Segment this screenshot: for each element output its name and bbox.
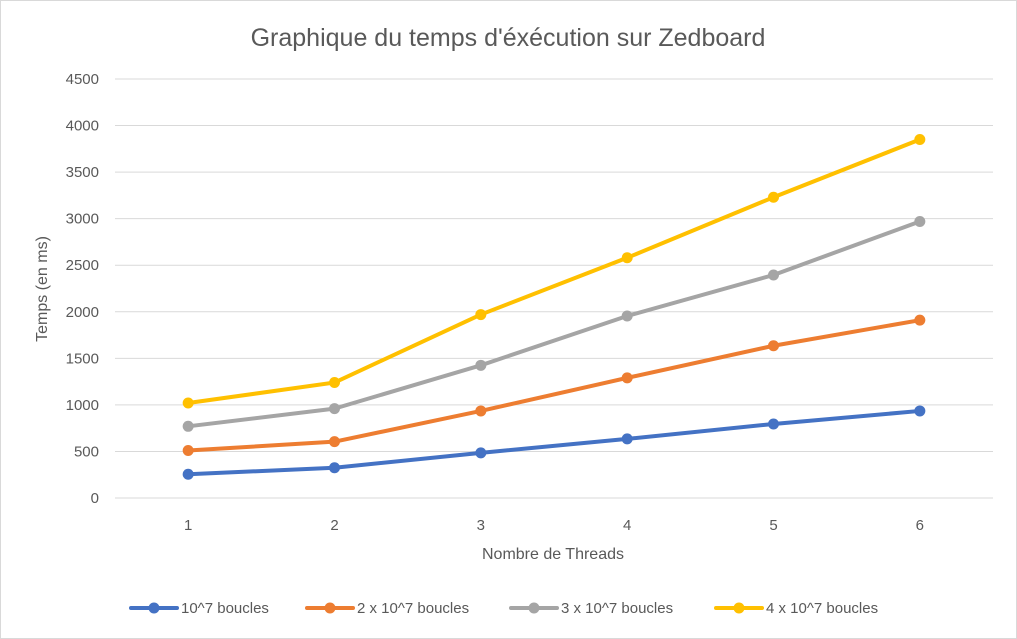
data-point (182, 397, 194, 409)
legend-item: 4 x 10^7 boucles (714, 600, 878, 617)
data-point (182, 420, 194, 432)
data-point (914, 215, 926, 227)
x-axis-label: Nombre de Threads (482, 546, 624, 563)
series-4 (182, 134, 926, 409)
legend-marker (148, 602, 160, 614)
data-point (475, 309, 487, 321)
y-tick-label: 1500 (66, 350, 99, 367)
y-axis-label: Temps (en ms) (34, 236, 51, 342)
data-point (329, 403, 340, 415)
series-group (182, 134, 926, 480)
data-point (914, 314, 926, 326)
legend-label: 10^7 boucles (181, 600, 269, 617)
y-tick-label: 4500 (66, 71, 99, 88)
x-tick-label: 3 (477, 517, 485, 534)
data-point (621, 252, 633, 264)
y-tick-label: 2000 (66, 304, 99, 321)
y-tick-label: 0 (91, 490, 99, 507)
x-tick-label: 4 (623, 517, 631, 534)
data-point (768, 269, 779, 281)
x-tick-label: 1 (184, 517, 192, 534)
data-point (329, 436, 340, 448)
legend-item: 2 x 10^7 boucles (305, 600, 469, 617)
data-point (182, 468, 194, 480)
legend-label: 2 x 10^7 boucles (357, 600, 469, 617)
legend-item: 3 x 10^7 boucles (509, 600, 673, 617)
legend-label: 3 x 10^7 boucles (561, 600, 673, 617)
data-point (475, 405, 487, 417)
series-line (186, 318, 922, 453)
legend-marker (528, 602, 540, 614)
data-point (621, 433, 633, 445)
y-tick-label: 2500 (66, 257, 99, 274)
series-line (186, 219, 922, 429)
data-point (182, 445, 194, 457)
legend: 10^7 boucles 2 x 10^7 boucles 3 x 10^7 bou… (129, 600, 878, 617)
series-3 (182, 215, 926, 432)
series-2 (182, 314, 926, 457)
y-axis-ticks: 0 500 1000 1500 2000 2500 3000 3500 4000 4500 (66, 71, 99, 507)
x-tick-label: 5 (769, 517, 777, 534)
legend-marker (324, 602, 336, 614)
data-point (621, 372, 633, 384)
legend-label: 4 x 10^7 boucles (766, 600, 878, 617)
data-point (914, 405, 926, 417)
legend-marker (733, 602, 745, 614)
y-tick-label: 1000 (66, 397, 99, 414)
y-tick-label: 500 (74, 443, 99, 460)
series-1 (182, 405, 926, 480)
data-point (329, 377, 340, 389)
legend-item: 10^7 boucles (129, 600, 269, 617)
data-point (475, 359, 487, 371)
data-point (475, 447, 487, 459)
x-axis-ticks: 1 2 3 4 5 6 (184, 517, 924, 534)
data-point (914, 134, 926, 146)
x-tick-label: 2 (330, 517, 338, 534)
data-point (621, 310, 633, 322)
data-point (768, 418, 779, 430)
series-line (186, 137, 922, 406)
gridlines (115, 78, 993, 499)
data-point (768, 340, 779, 352)
y-tick-label: 3500 (66, 164, 99, 181)
data-point (329, 462, 340, 474)
data-point (768, 191, 779, 203)
x-tick-label: 6 (916, 517, 924, 534)
chart-title: Graphique du temps d'éxécution sur Zedbo… (251, 24, 766, 52)
y-tick-label: 3000 (66, 211, 99, 228)
series-line (186, 408, 922, 477)
y-tick-label: 4000 (66, 118, 99, 135)
